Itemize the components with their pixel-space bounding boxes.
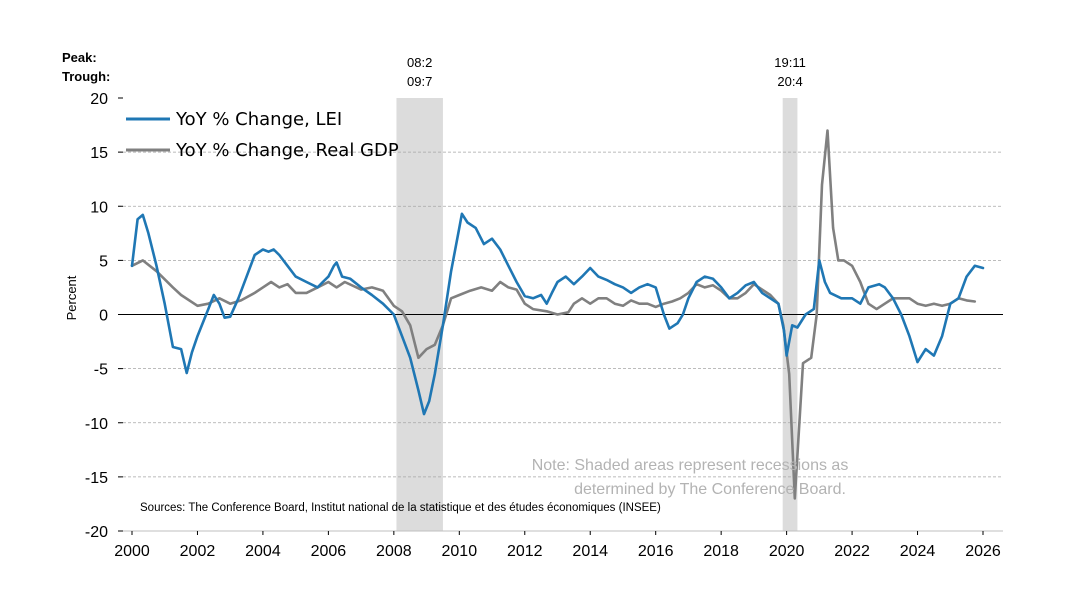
y-tick-label: 20 — [90, 91, 108, 108]
recession-peak-label-1: 08:2 — [407, 55, 432, 70]
x-tick-label: 2012 — [507, 543, 543, 560]
x-tick-label: 2024 — [900, 543, 936, 560]
recession-trough-label-1: 09:7 — [407, 74, 432, 89]
recession-note-line2: determined by The Conference Board. — [574, 481, 846, 498]
y-tick-label: 0 — [99, 308, 108, 325]
recession-peak-label-2: 19:11 — [774, 55, 806, 70]
y-tick-label: 15 — [90, 145, 108, 162]
series-line-lei — [130, 212, 985, 416]
series-lines — [130, 129, 985, 500]
x-tick-label: 2026 — [965, 543, 1001, 560]
x-tick-label: 2020 — [769, 543, 805, 560]
x-tick-label: 2000 — [114, 543, 150, 560]
series-line-gdp — [130, 129, 977, 500]
y-tick-label: 10 — [90, 199, 108, 216]
source-note: Sources: The Conference Board, Institut … — [140, 502, 661, 514]
x-tick-label: 2018 — [703, 543, 739, 560]
x-tick-label: 2016 — [638, 543, 674, 560]
x-tick-label: 2022 — [834, 543, 870, 560]
legend-label-gdp: YoY % Change, Real GDP — [175, 140, 399, 161]
x-tick-label: 2008 — [376, 543, 412, 560]
legend: YoY % Change, LEI YoY % Change, Real GDP — [126, 109, 399, 161]
y-tick-label: -20 — [85, 524, 108, 541]
y-axis-title: Percent — [64, 275, 79, 320]
peak-label: Peak: — [62, 50, 97, 65]
x-tick-label: 2010 — [442, 543, 478, 560]
x-tick-label: 2014 — [572, 543, 608, 560]
trough-label: Trough: — [62, 69, 110, 84]
x-tick-label: 2004 — [245, 543, 281, 560]
y-tick-label: -15 — [85, 470, 108, 487]
recession-trough-label-2: 20:4 — [777, 74, 802, 89]
axes: 20 15 10 5 0 -5 -10 -15 -20 2000 2002 2004 2006 2008 2… — [85, 91, 1003, 560]
y-tick-label: 5 — [99, 253, 108, 270]
y-tick-label: -5 — [94, 362, 108, 379]
recession-note-line1: Note: Shaded areas represent recessions … — [532, 457, 849, 474]
y-tick-label: -10 — [85, 416, 108, 433]
x-tick-label: 2002 — [180, 543, 216, 560]
gridlines — [118, 151, 1003, 478]
legend-label-lei: YoY % Change, LEI — [175, 109, 342, 130]
x-tick-label: 2006 — [311, 543, 347, 560]
